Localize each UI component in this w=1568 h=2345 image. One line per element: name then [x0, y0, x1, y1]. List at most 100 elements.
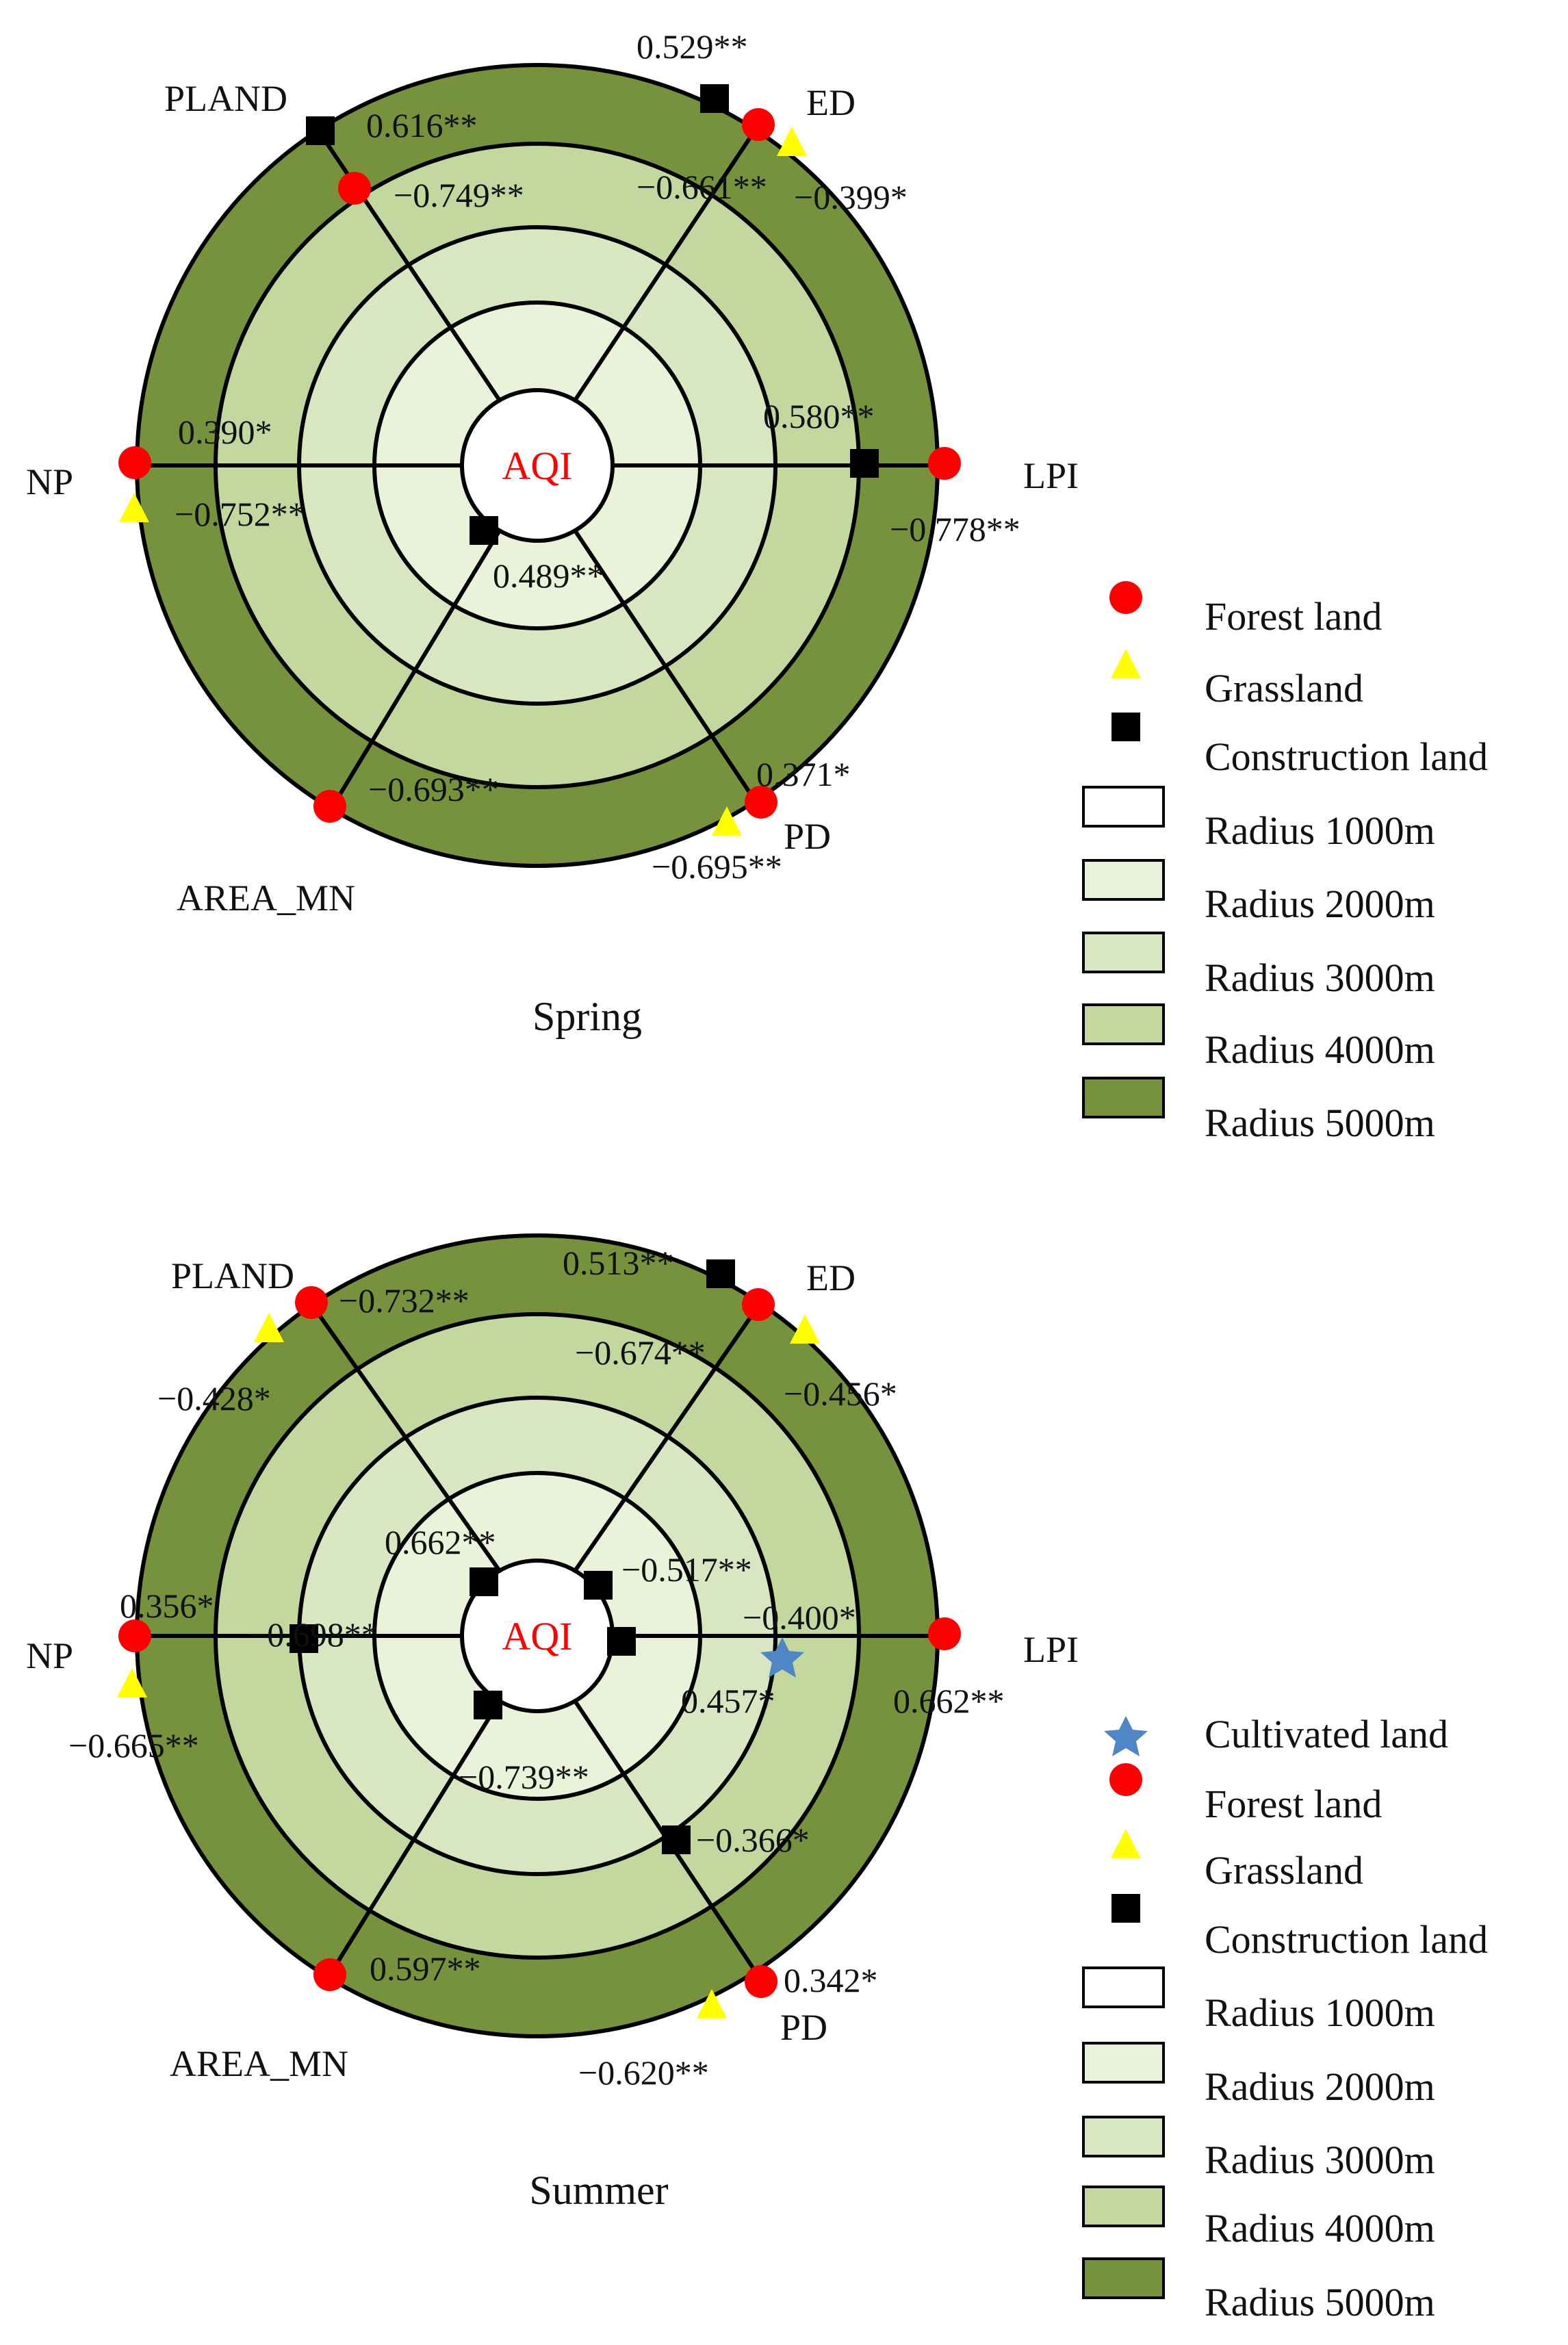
summer-spoke-area-mn: [328, 1699, 502, 1977]
spring-value-label: −0.695**: [652, 847, 782, 886]
summer-forest-marker-pd: [745, 1965, 777, 1998]
legend-radius-label: Radius 4000m: [1205, 1027, 1435, 1072]
spring-title: Spring: [532, 994, 642, 1039]
legend-swatch-5000m: [1082, 1077, 1165, 1118]
legend-forest-label: Forest land: [1205, 1782, 1382, 1826]
summer-value-label: 0.356*: [120, 1587, 214, 1625]
spring-category-labels: PLAND ED NP LPI AREA_MN PD: [26, 78, 1079, 919]
summer-construction-marker-pland: [470, 1567, 498, 1596]
spring-value-label: 0.616**: [366, 106, 478, 144]
legend-forest-marker: [1109, 1763, 1142, 1796]
spring-construction-marker-lpi: [850, 449, 879, 478]
spring-value-label: 0.580**: [763, 397, 875, 435]
summer-forest-marker-area-mn: [313, 1958, 346, 1991]
spring-forest-marker-pd: [745, 786, 777, 819]
summer-cultivated-marker-lpi: [760, 1637, 804, 1678]
summer-value-label: −0.674**: [575, 1333, 706, 1372]
spring-grass-marker-pd: [712, 806, 742, 836]
legend-radius-label: Radius 4000m: [1205, 2206, 1435, 2251]
legend-construction-label: Construction land: [1205, 1917, 1488, 1962]
legend-radius-label: Radius 3000m: [1205, 2138, 1435, 2182]
summer-construction-marker-ed-inner: [584, 1571, 613, 1600]
spring-legend: Forest land Grassland Construction land …: [1082, 581, 1488, 1145]
summer-title: Summer: [529, 2168, 668, 2213]
spring-forest-marker-np: [118, 446, 151, 479]
spring-value-label: 0.371*: [756, 755, 851, 793]
summer-value-label: 0.597**: [370, 1949, 481, 1988]
summer-spoke-ed: [573, 1302, 762, 1573]
summer-center-label: AQI: [502, 1614, 572, 1658]
summer-forest-marker-pland: [295, 1286, 328, 1319]
spring-construction-marker-area-mn: [470, 516, 498, 545]
summer-rings: [135, 1233, 940, 2038]
spring-value-label: −0.778**: [890, 510, 1020, 548]
summer-values: −0.732** −0.428* 0.662** 0.513** −0.674*…: [68, 1244, 1005, 2092]
summer-category-pland: PLAND: [171, 1255, 294, 1296]
summer-construction-marker-lpi: [607, 1627, 636, 1656]
legend-grass-marker: [1111, 1829, 1141, 1858]
spring-value-label: −0.749**: [394, 176, 524, 214]
legend-radius-label: Radius 2000m: [1205, 2064, 1435, 2109]
legend-radius-label: Radius 2000m: [1205, 882, 1435, 926]
summer-forest-marker-lpi: [928, 1617, 961, 1650]
legend-swatch-3000m: [1082, 932, 1165, 973]
legend-grass-label: Grassland: [1205, 1848, 1363, 1893]
summer-grass-marker-np: [117, 1668, 147, 1697]
summer-diagram: AQI −0.732** −0.428* 0.662** 0.51: [26, 1233, 1488, 2324]
legend-grass-label: Grassland: [1205, 666, 1363, 710]
summer-value-label: 0.513**: [563, 1244, 674, 1282]
spring-value-label: −0.693**: [368, 770, 499, 808]
spring-value-label: −0.661**: [637, 168, 767, 206]
legend-construction-marker: [1111, 1894, 1140, 1923]
summer-legend: Cultivated land Forest land Grassland Co…: [1082, 1712, 1488, 2324]
summer-value-label: −0.366*: [696, 1821, 810, 1859]
legend-cultivated-label: Cultivated land: [1205, 1712, 1448, 1756]
summer-category-np: NP: [26, 1635, 73, 1676]
legend-swatch-2000m: [1082, 2042, 1165, 2084]
summer-construction-marker-area-mn: [474, 1691, 502, 1719]
spring-spoke-area-mn: [330, 528, 502, 810]
legend-cultivated-marker: [1104, 1716, 1148, 1756]
summer-grass-marker-ed: [790, 1314, 820, 1344]
legend-radius-label: Radius 1000m: [1205, 1990, 1435, 2035]
spring-forest-marker-area-mn: [313, 790, 346, 823]
summer-category-lpi: LPI: [1023, 1629, 1079, 1670]
summer-value-label: −0.739**: [459, 1758, 589, 1796]
spring-spoke-pd: [573, 528, 762, 810]
spring-grass-marker-np: [119, 493, 149, 522]
spring-category-ed: ED: [806, 82, 856, 123]
summer-construction-marker-pd: [662, 1825, 691, 1854]
summer-value-label: 0.342*: [784, 1961, 878, 1999]
spring-value-label: 0.529**: [637, 27, 748, 66]
summer-value-label: −0.620**: [578, 2053, 709, 2092]
summer-value-label: 0.662**: [893, 1682, 1005, 1720]
spring-construction-marker-ed: [700, 84, 729, 113]
summer-category-area-mn: AREA_MN: [170, 2043, 348, 2084]
summer-value-label: −0.732**: [339, 1281, 470, 1320]
summer-value-label: −0.698**: [248, 1615, 378, 1654]
summer-grass-marker-pland: [254, 1313, 284, 1342]
summer-forest-marker-ed: [742, 1288, 775, 1321]
legend-swatch-2000m: [1082, 859, 1165, 901]
summer-forest-marker-np: [118, 1619, 151, 1652]
legend-swatch-4000m: [1082, 1003, 1165, 1045]
summer-category-labels: PLAND ED NP LPI AREA_MN PD: [26, 1255, 1079, 2084]
spring-diagram: AQI 0.616** −0.749** 0.529** −0.661** −0…: [26, 27, 1488, 1145]
legend-radius-label: Radius 1000m: [1205, 808, 1435, 853]
spring-value-label: −0.399*: [794, 178, 908, 216]
legend-forest-marker: [1109, 581, 1142, 614]
spring-category-pd: PD: [784, 816, 831, 857]
spring-category-lpi: LPI: [1023, 455, 1079, 496]
spring-grass-marker-ed: [777, 127, 807, 156]
legend-swatch-1000m: [1082, 1966, 1165, 2008]
summer-category-pd: PD: [780, 2007, 827, 2048]
spring-category-area-mn: AREA_MN: [177, 877, 355, 919]
summer-value-label: −0.665**: [68, 1726, 199, 1765]
spring-values: 0.616** −0.749** 0.529** −0.661** −0.399…: [175, 27, 1020, 886]
spring-forest-marker-lpi: [928, 447, 961, 480]
summer-category-ed: ED: [806, 1257, 856, 1298]
summer-value-label: 0.662**: [385, 1523, 496, 1561]
legend-radius-label: Radius 5000m: [1205, 1101, 1435, 1145]
spring-forest-marker-pland: [338, 172, 371, 205]
